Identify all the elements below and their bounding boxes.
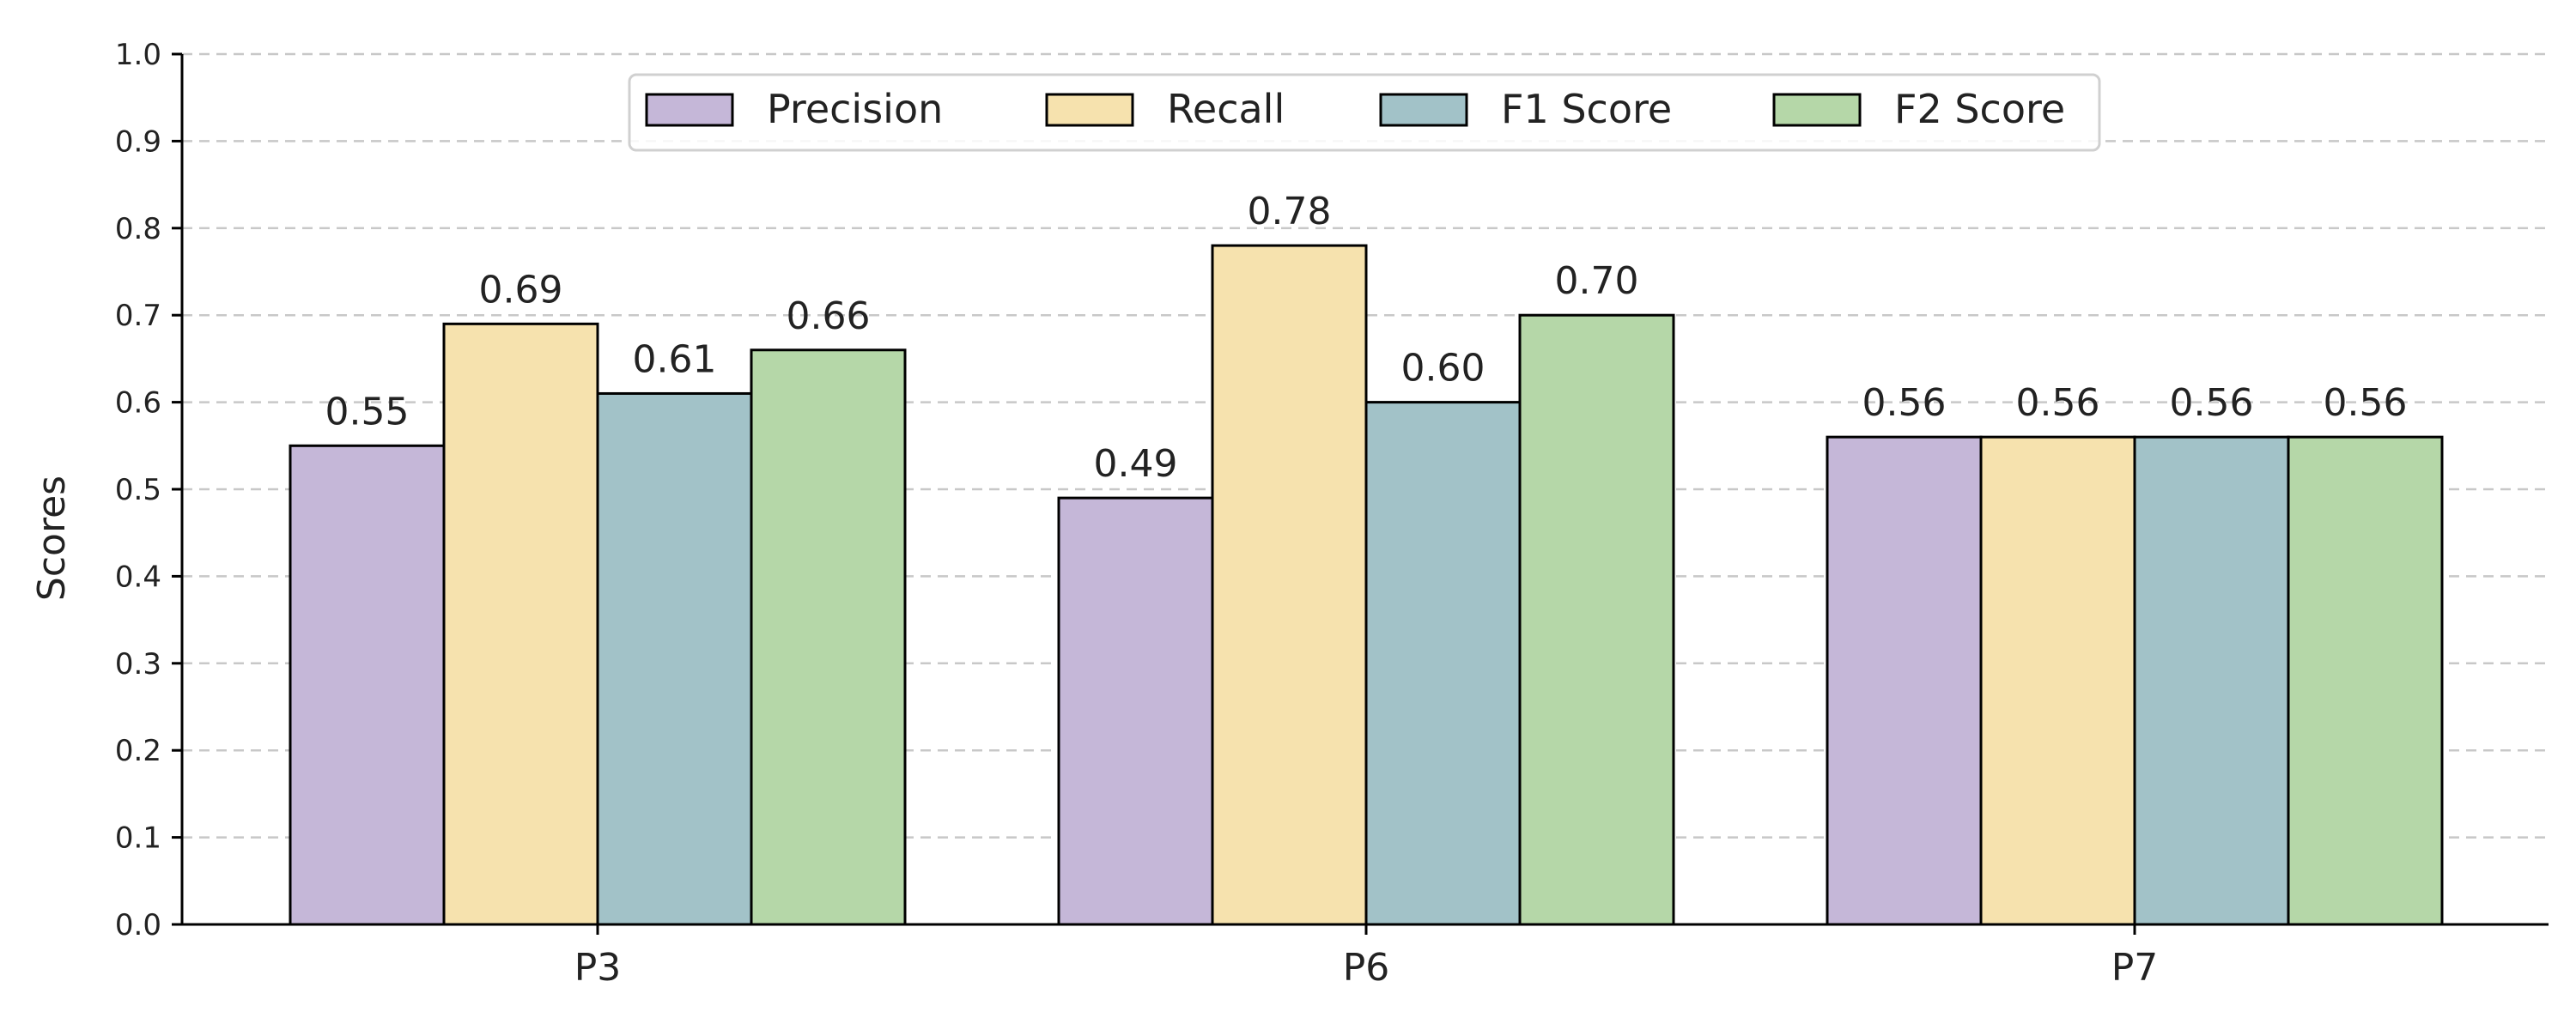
data-label: 0.60	[1401, 347, 1485, 391]
legend-swatch	[1379, 93, 1468, 127]
y-tick-label: 0.0	[115, 908, 161, 942]
legend-swatch	[1772, 93, 1862, 127]
bar-p6-precision	[1057, 496, 1214, 926]
x-tick-label: P7	[2111, 946, 2159, 990]
y-tick-label: 0.5	[115, 473, 161, 507]
y-tick-label: 0.3	[115, 647, 161, 682]
y-tick-label: 0.8	[115, 212, 161, 246]
y-tick-label: 0.2	[115, 734, 161, 768]
legend: Precision Recall F1 Score F2 Score	[628, 73, 2101, 152]
data-label: 0.49	[1094, 442, 1178, 486]
data-label: 0.69	[479, 268, 563, 312]
bar-p3-precision	[289, 444, 446, 926]
legend-swatch	[645, 93, 734, 127]
data-label: 0.56	[2170, 381, 2254, 425]
y-tick-label: 0.6	[115, 386, 161, 421]
bar-p3-f2-score	[750, 348, 907, 926]
bar-p7-recall	[1979, 435, 2136, 926]
bar-p7-precision	[1826, 435, 1983, 926]
data-labels: 0.55 0.69 0.61 0.66 0.49 0.78 0.60 0.70 0.56 0.56…	[325, 190, 2408, 486]
data-label: 0.70	[1555, 259, 1639, 303]
bar-p3-f1-score	[596, 391, 753, 926]
legend-frame	[628, 73, 2101, 152]
bar-p7-f1-score	[2133, 435, 2290, 926]
legend-label: Precision	[767, 86, 943, 132]
x-tick-label: P3	[574, 946, 622, 990]
bar-p7-f2-score	[2287, 435, 2444, 926]
bars	[289, 244, 2444, 926]
legend-swatch	[1045, 93, 1134, 127]
bar-p6-recall	[1211, 244, 1368, 926]
data-label: 0.56	[2324, 381, 2408, 425]
y-tick-label: 0.9	[115, 124, 161, 159]
y-tick-label: 0.1	[115, 821, 161, 856]
bar-p6-f1-score	[1364, 401, 1522, 926]
y-axis-title: Scores	[30, 476, 74, 601]
data-label: 0.56	[2016, 381, 2100, 425]
y-tick-label: 0.4	[115, 560, 161, 594]
legend-label: Recall	[1167, 86, 1285, 132]
data-label: 0.55	[325, 390, 410, 433]
data-label: 0.78	[1248, 190, 1332, 233]
legend-label: F2 Score	[1894, 86, 2065, 132]
bar-p3-recall	[442, 322, 599, 926]
x-tick-label: P6	[1343, 946, 1390, 990]
bar-p6-f2-score	[1518, 313, 1675, 926]
data-label: 0.61	[633, 337, 717, 381]
data-label: 0.56	[1862, 381, 1947, 425]
y-tick-label: 1.0	[115, 38, 161, 72]
data-label: 0.66	[787, 294, 871, 338]
legend-label: F1 Score	[1501, 86, 1672, 132]
y-tick-label: 0.7	[115, 299, 161, 333]
axes: 0.0 0.1 0.2 0.3 0.4 0.5 0.6 0.7 0.8 0.9 1.0 P3 P6 P7	[115, 38, 2549, 990]
